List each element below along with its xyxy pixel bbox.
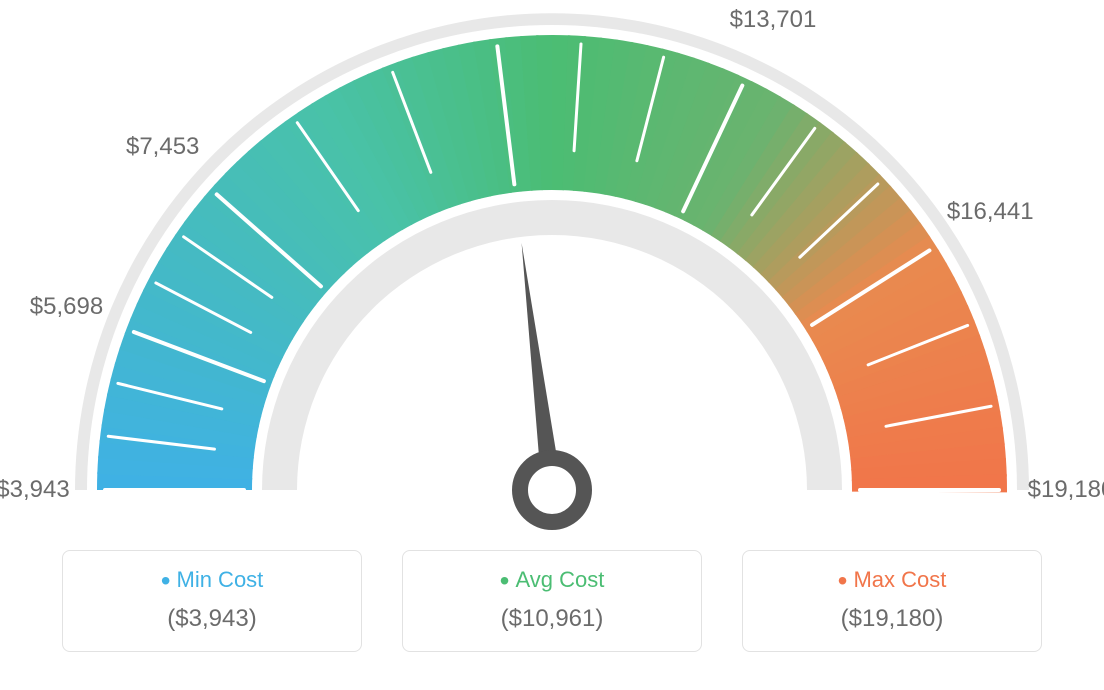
bullet-icon: • xyxy=(500,565,510,596)
legend-card-title: •Avg Cost xyxy=(403,567,701,593)
bullet-icon: • xyxy=(161,565,171,596)
legend-row: •Min Cost($3,943)•Avg Cost($10,961)•Max … xyxy=(0,550,1104,652)
legend-card-title: •Max Cost xyxy=(743,567,1041,593)
legend-card: •Max Cost ($19,180) xyxy=(742,550,1042,652)
legend-card-title-text: Min Cost xyxy=(177,567,264,592)
gauge-tick-label: $19,180 xyxy=(1028,476,1104,504)
gauge-tick-label: $5,698 xyxy=(30,293,103,321)
legend-card-title: •Min Cost xyxy=(63,567,361,593)
legend-card: •Min Cost ($3,943) xyxy=(62,550,362,652)
gauge-tick-label: $3,943 xyxy=(0,476,70,504)
gauge-svg xyxy=(0,0,1104,540)
legend-card: •Avg Cost ($10,961) xyxy=(402,550,702,652)
legend-card-value: ($19,180) xyxy=(743,605,1041,633)
gauge-chart: $3,943$5,698$7,453$10,961$13,701$16,441$… xyxy=(0,0,1104,540)
legend-card-title-text: Max Cost xyxy=(853,567,946,592)
legend-card-value: ($10,961) xyxy=(403,605,701,633)
gauge-tick-label: $7,453 xyxy=(126,133,199,161)
gauge-tick-label: $13,701 xyxy=(730,6,817,34)
legend-card-title-text: Avg Cost xyxy=(515,567,604,592)
legend-card-value: ($3,943) xyxy=(63,605,361,633)
bullet-icon: • xyxy=(838,565,848,596)
gauge-tick-label: $16,441 xyxy=(947,198,1034,226)
